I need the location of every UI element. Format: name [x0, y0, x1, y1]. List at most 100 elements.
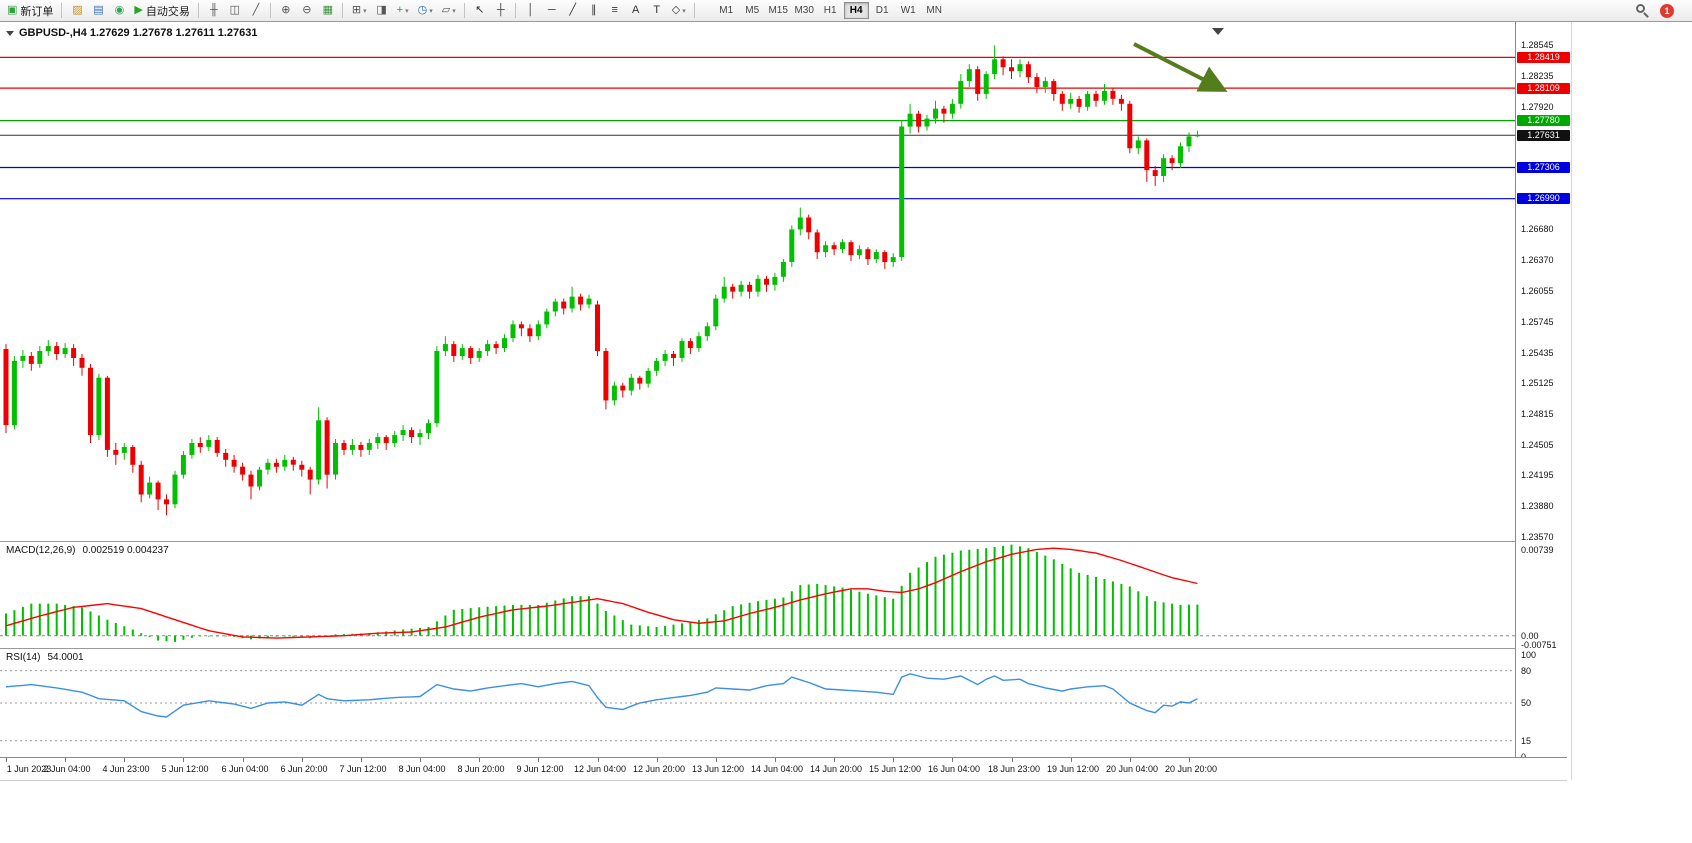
time-axis[interactable]: 1 Jun 2023 2 Jun 04:00 4 Jun 23:00 5 Jun 12… — [0, 757, 1567, 780]
periods-icon: ◷ — [417, 4, 428, 16]
bar-chart-icon: ╫ — [209, 4, 218, 16]
text-button[interactable]: A — [626, 2, 646, 20]
auto-scroll-button[interactable]: ⊞ ▾ — [348, 2, 371, 20]
timeframe-m5-button[interactable]: M5 — [740, 2, 765, 19]
macd-axis-label: 0.00739 — [1521, 545, 1554, 555]
time-label: 14 Jun 04:00 — [750, 764, 804, 774]
time-axis-tick — [65, 758, 66, 762]
macd-axis-label: -0.00751 — [1521, 640, 1557, 650]
time-label: 16 Jun 04:00 — [927, 764, 981, 774]
main-chart-canvas[interactable] — [0, 23, 1515, 541]
auto-scroll-icon: ⊞ — [351, 4, 362, 16]
timeframe-m1-button[interactable]: M1 — [714, 2, 739, 19]
rsi-line — [5, 673, 1198, 718]
line-chart-icon: ╱ — [252, 4, 260, 16]
timeframe-d1-button[interactable]: D1 — [870, 2, 895, 19]
time-label: 20 Jun 04:00 — [1105, 764, 1159, 774]
time-label: 20 Jun 20:00 — [1164, 764, 1218, 774]
macd-title: MACD(12,26,9) — [6, 545, 76, 556]
cursor-button[interactable]: ↖ — [470, 2, 490, 20]
time-label: 8 Jun 20:00 — [457, 764, 505, 774]
time-axis-tick — [420, 758, 421, 762]
rsi-pane-canvas[interactable] — [0, 649, 1515, 757]
toolbar-separator — [693, 3, 695, 18]
toolbar-right: 1 — [1636, 0, 1674, 22]
new-order-button[interactable]: ▣ 新订单 — [3, 2, 57, 20]
timeframe-mn-button[interactable]: MN — [922, 2, 947, 19]
candlestick-chart-button[interactable]: ◫ — [225, 2, 245, 20]
zoom-in-button[interactable]: ⊕ — [276, 2, 296, 20]
price-axis-label: 1.23880 — [1521, 501, 1554, 512]
time-axis-tick — [1012, 758, 1013, 762]
notification-badge[interactable]: 1 — [1660, 4, 1674, 18]
timeframe-toolbar: M1 M5 M15 M30 H1 H4 D1 W1 MN — [713, 0, 947, 22]
time-axis-tick — [538, 758, 539, 762]
time-axis-tick — [893, 758, 894, 762]
bar-chart-button[interactable]: ╫ — [204, 2, 224, 20]
line-chart-button[interactable]: ╱ — [246, 2, 266, 20]
chart-shift-marker[interactable] — [1212, 28, 1224, 35]
auto-trading-button[interactable]: ▶ 自动交易 — [130, 2, 193, 20]
channel-button[interactable]: ∥ — [584, 2, 604, 20]
search-icon[interactable] — [1636, 3, 1651, 19]
chart-shift-button[interactable]: ◨ — [372, 2, 392, 20]
timeframe-m15-button[interactable]: M15 — [766, 2, 791, 19]
fibonacci-button[interactable]: ≡ — [605, 2, 625, 20]
indicators-button[interactable]: + ▾ — [393, 2, 413, 20]
chevron-down-icon: ▾ — [429, 7, 433, 15]
timeframe-m30-button[interactable]: M30 — [792, 2, 817, 19]
time-axis-tick — [183, 758, 184, 762]
search-icon-circle — [1636, 3, 1645, 13]
price-tag: 1.27306 — [1517, 162, 1570, 173]
trendline-icon: ╱ — [569, 4, 577, 16]
time-axis-tick — [361, 758, 362, 762]
grid-button[interactable]: ▦ — [318, 2, 338, 20]
vertical-line-button[interactable]: │ — [521, 2, 541, 20]
pane-separator[interactable] — [0, 541, 1567, 542]
crosshair-button[interactable]: ┼ — [491, 2, 511, 20]
time-axis-tick — [657, 758, 658, 762]
auto-trading-label: 自动交易 — [145, 5, 190, 18]
rsi-label: RSI(14) 54.0001 — [6, 652, 84, 663]
arrows-icon: ◇ — [671, 4, 681, 16]
time-axis-tick — [124, 758, 125, 762]
trend-arrow-annotation[interactable] — [1133, 42, 1228, 92]
templates-button[interactable]: ▱ ▾ — [438, 2, 460, 20]
market-watch-button[interactable]: ▤ — [88, 2, 108, 20]
one-click-trading-arrow-icon[interactable] — [6, 30, 14, 36]
time-axis-tick — [716, 758, 717, 762]
chart-header: GBPUSD-,H4 1.27629 1.27678 1.27611 1.276… — [6, 27, 258, 39]
zoom-out-button[interactable]: ⊖ — [297, 2, 317, 20]
time-axis-tick — [834, 758, 835, 762]
text-label-button[interactable]: T — [647, 2, 667, 20]
chevron-down-icon: ▾ — [682, 7, 686, 15]
trendline-button[interactable]: ╱ — [563, 2, 583, 20]
horizontal-line-icon: ─ — [547, 4, 556, 16]
chevron-down-icon: ▾ — [452, 7, 456, 15]
candles — [3, 45, 1200, 516]
pane-separator[interactable] — [0, 648, 1567, 649]
zoom-in-icon: ⊕ — [281, 4, 291, 16]
price-axis-label: 1.24505 — [1521, 439, 1554, 450]
time-axis-tick — [6, 758, 7, 762]
navigator-button[interactable]: ◉ — [109, 2, 129, 20]
profiles-button[interactable]: ▨ — [67, 2, 87, 20]
horizontal-line-button[interactable]: ─ — [542, 2, 562, 20]
crosshair-icon: ┼ — [496, 4, 505, 16]
time-label: 7 Jun 12:00 — [339, 764, 387, 774]
time-axis-tick — [775, 758, 776, 762]
price-axis-label: 1.26370 — [1521, 255, 1554, 265]
macd-pane-canvas[interactable] — [0, 542, 1515, 648]
timeframe-w1-button[interactable]: W1 — [896, 2, 921, 19]
timeframe-h1-button[interactable]: H1 — [818, 2, 843, 19]
toolbar-separator — [463, 3, 465, 18]
timeframe-h4-button[interactable]: H4 — [843, 2, 869, 19]
time-label: 13 Jun 12:00 — [691, 764, 745, 774]
rsi-axis-label: 50 — [1521, 698, 1532, 708]
arrows-button[interactable]: ◇ ▾ — [668, 2, 690, 20]
price-axis[interactable]: 1.28545 1.28235 1.27920 1.26680 1.26370 1.260… — [1515, 22, 1572, 780]
toolbar-separator — [514, 3, 516, 18]
periods-button[interactable]: ◷ ▾ — [414, 2, 437, 20]
rsi-axis-label: 80 — [1521, 665, 1532, 676]
rsi-values: 54.0001 — [47, 652, 84, 663]
